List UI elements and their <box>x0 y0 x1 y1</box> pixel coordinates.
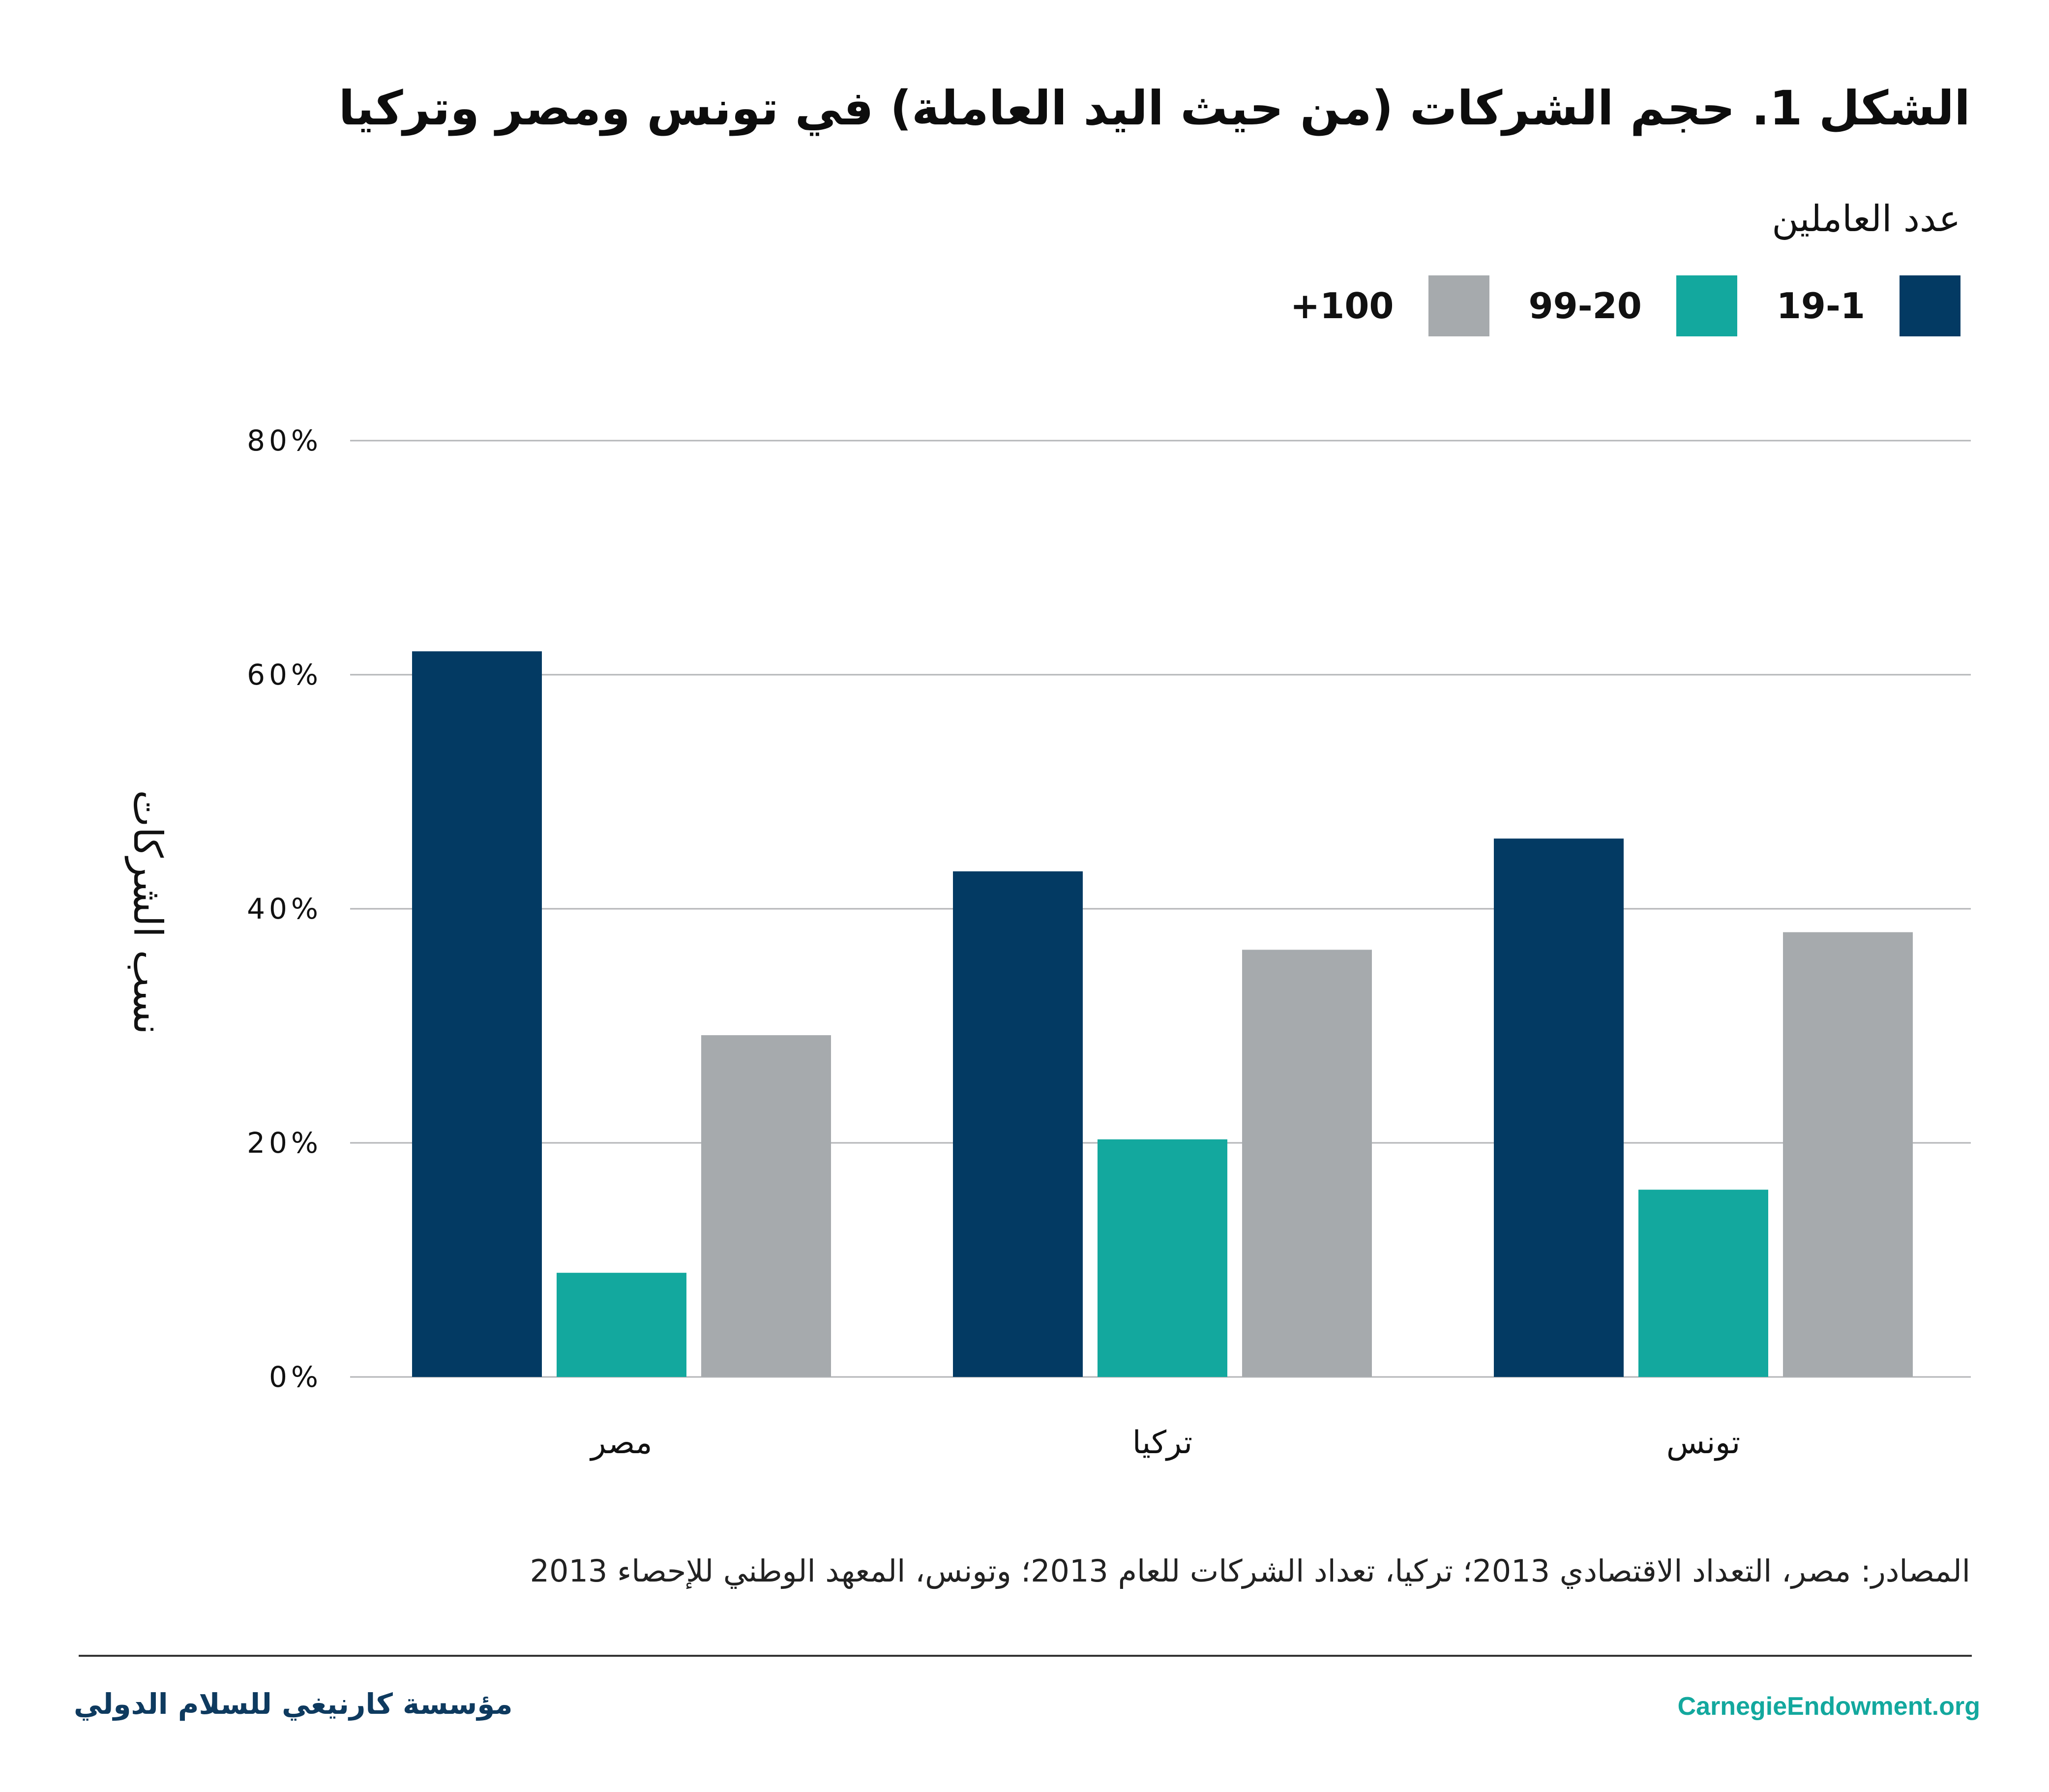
category-labels: مصر تركيا تونس <box>589 1425 1740 1461</box>
y-tick-labels: 0% 20% 40% 60% 80% <box>247 424 322 1394</box>
legend-item-20-99: 99-20 <box>1529 275 1737 336</box>
legend-label-100-plus: +100 <box>1290 285 1394 327</box>
bar-chart: 0% 20% 40% 60% 80% مصر تركيا تونس <box>247 424 1971 1461</box>
legend-label-1-19: 19-1 <box>1776 285 1865 327</box>
legend-swatch-20-99 <box>1676 275 1737 336</box>
bar-3-1 <box>1494 838 1624 1377</box>
legend-swatch-100-plus <box>1428 275 1489 336</box>
legend-label-20-99: 99-20 <box>1528 285 1642 327</box>
y-tick-label: 60% <box>247 658 322 691</box>
x-category-label: مصر <box>589 1425 652 1461</box>
bar-3-2 <box>1638 1190 1768 1377</box>
x-category-label: تركيا <box>1132 1425 1192 1461</box>
legend-item-1-19: 19-1 <box>1777 275 1960 336</box>
legend-item-100-plus: +100 <box>1290 275 1489 336</box>
legend-title: عدد العاملين <box>1772 198 1960 240</box>
legend: 19-1 99-20 +100 <box>1251 275 1960 336</box>
bar-3-3 <box>1783 932 1913 1377</box>
y-tick-label: 40% <box>247 892 322 926</box>
y-tick-label: 20% <box>247 1126 322 1160</box>
y-tick-label: 0% <box>269 1360 322 1394</box>
bar-1-1 <box>412 651 542 1377</box>
chart-title: الشكل 1. حجم الشركات (من حيث اليد العامل… <box>338 81 1970 136</box>
website-link[interactable]: CarnegieEndowment.org <box>1677 1692 1980 1721</box>
legend-swatch-1-19 <box>1900 275 1960 336</box>
org-name-arabic: مؤسسة كارنيغي للسلام الدولي <box>74 1687 513 1721</box>
y-tick-label: 80% <box>247 424 322 457</box>
bar-1-3 <box>701 1035 831 1377</box>
x-category-label: تونس <box>1666 1425 1740 1461</box>
bars <box>412 651 1913 1377</box>
bar-1-2 <box>557 1273 686 1377</box>
source-note: المصادر: مصر، التعداد الاقتصادي 2013؛ تر… <box>530 1553 1970 1589</box>
bar-2-1 <box>953 871 1083 1377</box>
footer-divider <box>79 1655 1972 1657</box>
bar-2-2 <box>1098 1139 1227 1377</box>
bar-2-3 <box>1242 950 1372 1377</box>
